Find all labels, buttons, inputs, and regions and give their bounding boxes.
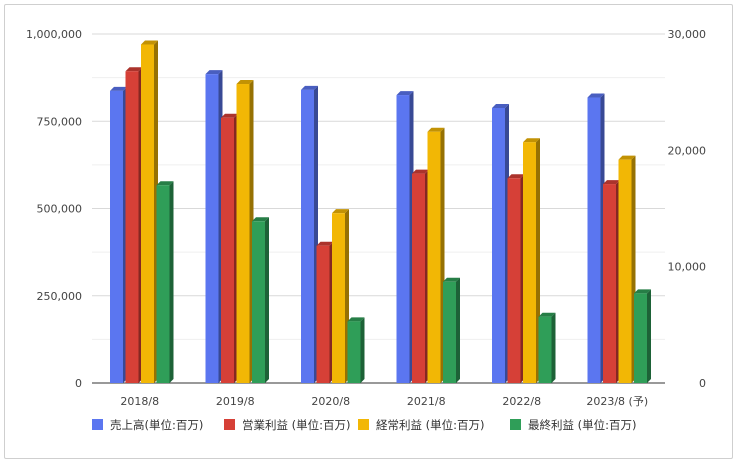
bar xyxy=(492,103,509,383)
legend-label: 経常利益 (単位:百万) xyxy=(376,418,485,432)
bar xyxy=(443,277,460,383)
legend-label: 営業利益 (単位:百万) xyxy=(242,418,351,432)
x-tick-label: 2022/8 xyxy=(502,395,541,408)
x-tick-label: 2020/8 xyxy=(311,395,350,408)
legend: 売上高(単位:百万) 営業利益 (単位:百万) 経常利益 (単位:百万) 最終利益 (… xyxy=(92,418,637,432)
bar xyxy=(347,317,365,383)
bar xyxy=(538,312,556,383)
y-left-tick-label: 500,000 xyxy=(37,203,83,216)
legend-item: 売上高(単位:百万) xyxy=(92,418,203,432)
bar xyxy=(221,113,238,383)
right-axis-ticks: 0 10,000 20,000 30,000 xyxy=(668,28,707,390)
bar xyxy=(110,86,127,384)
y-right-tick-label: 10,000 xyxy=(668,261,707,274)
bars xyxy=(110,40,651,384)
y-left-tick-label: 0 xyxy=(75,377,82,390)
y-left-tick-label: 750,000 xyxy=(37,115,83,128)
legend-swatch xyxy=(224,419,235,430)
bar xyxy=(236,80,254,384)
x-tick-label: 2021/8 xyxy=(407,395,446,408)
bar xyxy=(125,67,143,383)
legend-swatch xyxy=(510,419,521,430)
bar xyxy=(603,180,620,383)
x-tick-label: 2023/8 (予) xyxy=(586,395,648,408)
legend-swatch xyxy=(358,419,369,430)
bar xyxy=(205,70,223,383)
x-tick-label: 2018/8 xyxy=(120,395,159,408)
bar xyxy=(316,241,334,383)
bar xyxy=(412,169,429,383)
bar xyxy=(141,40,158,383)
bar xyxy=(523,138,540,383)
x-tick-label: 2019/8 xyxy=(216,395,255,408)
bar xyxy=(507,174,525,383)
legend-item: 営業利益 (単位:百万) xyxy=(224,418,351,432)
bar xyxy=(634,289,651,383)
y-left-tick-label: 250,000 xyxy=(37,290,83,303)
category-labels: 2018/8 2019/8 2020/8 2021/8 2022/8 2023/8 (予) xyxy=(120,395,648,408)
bar xyxy=(156,181,174,383)
legend-label: 最終利益 (単位:百万) xyxy=(528,418,637,432)
y-right-tick-label: 30,000 xyxy=(668,28,707,41)
bar xyxy=(427,127,445,383)
bar xyxy=(332,209,349,383)
bar xyxy=(618,155,636,383)
y-right-tick-label: 0 xyxy=(699,377,706,390)
legend-swatch xyxy=(92,419,103,430)
bar xyxy=(252,217,269,383)
left-axis-ticks: 0 250,000 500,000 750,000 1,000,000 xyxy=(26,28,82,390)
gridlines xyxy=(92,33,665,384)
bar xyxy=(396,91,414,383)
legend-label: 売上高(単位:百万) xyxy=(110,418,203,432)
bar xyxy=(587,93,605,383)
legend-item: 最終利益 (単位:百万) xyxy=(510,418,637,432)
y-left-tick-label: 1,000,000 xyxy=(26,28,82,41)
bar xyxy=(301,85,318,383)
legend-item: 経常利益 (単位:百万) xyxy=(358,418,485,432)
y-right-tick-label: 20,000 xyxy=(668,144,707,157)
